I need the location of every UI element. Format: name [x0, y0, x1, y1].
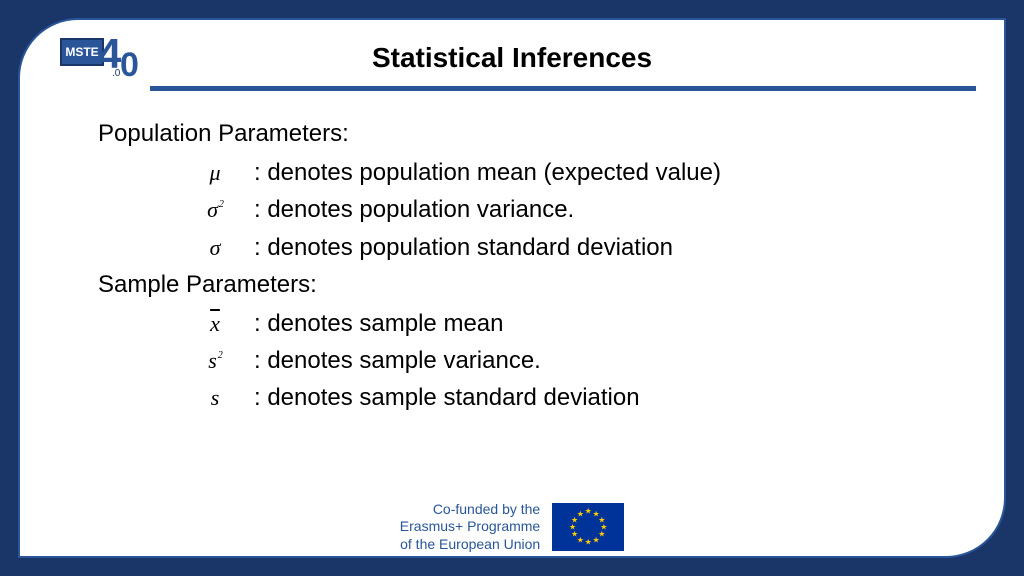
symbol-s-sq: s2	[190, 344, 240, 378]
eu-stars: ★ ★ ★ ★ ★ ★ ★ ★ ★ ★ ★ ★	[571, 510, 605, 544]
param-row: σ2 : denotes population variance.	[190, 191, 964, 228]
title-underline	[150, 86, 976, 91]
footer-line: Co-funded by the	[400, 501, 540, 519]
symbol-sigma-sq: σ2	[190, 193, 240, 227]
section-heading: Population Parameters:	[98, 115, 964, 152]
param-row: μ : denotes population mean (expected va…	[190, 154, 964, 191]
footer-line: Erasmus+ Programme	[400, 518, 540, 536]
slide-content: Population Parameters: μ : denotes popul…	[98, 115, 964, 417]
param-row: x : denotes sample mean	[190, 305, 964, 342]
footer-text: Co-funded by the Erasmus+ Programme of t…	[400, 501, 540, 554]
symbol-sigma: σ	[190, 231, 240, 265]
param-row: s2 : denotes sample variance.	[190, 342, 964, 379]
param-desc: : denotes population variance.	[254, 191, 574, 228]
footer-line: of the European Union	[400, 536, 540, 554]
section-heading: Sample Parameters:	[98, 266, 964, 303]
param-row: s : denotes sample standard deviation	[190, 379, 964, 416]
param-row: σ : denotes population standard deviatio…	[190, 229, 964, 266]
symbol-xbar: x	[190, 307, 240, 341]
eu-flag-icon: ★ ★ ★ ★ ★ ★ ★ ★ ★ ★ ★ ★	[552, 503, 624, 551]
symbol-mu: μ	[190, 156, 240, 190]
param-desc: : denotes sample variance.	[254, 342, 541, 379]
param-desc: : denotes sample mean	[254, 305, 503, 342]
param-desc: : denotes sample standard deviation	[254, 379, 640, 416]
slide-inner-frame: MSTE 4 .0 0 Statistical Inferences Popul…	[18, 18, 1006, 558]
slide-footer: Co-funded by the Erasmus+ Programme of t…	[20, 501, 1004, 554]
param-desc: : denotes population mean (expected valu…	[254, 154, 721, 191]
param-desc: : denotes population standard deviation	[254, 229, 673, 266]
symbol-s: s	[190, 381, 240, 415]
slide-title: Statistical Inferences	[20, 42, 1004, 74]
